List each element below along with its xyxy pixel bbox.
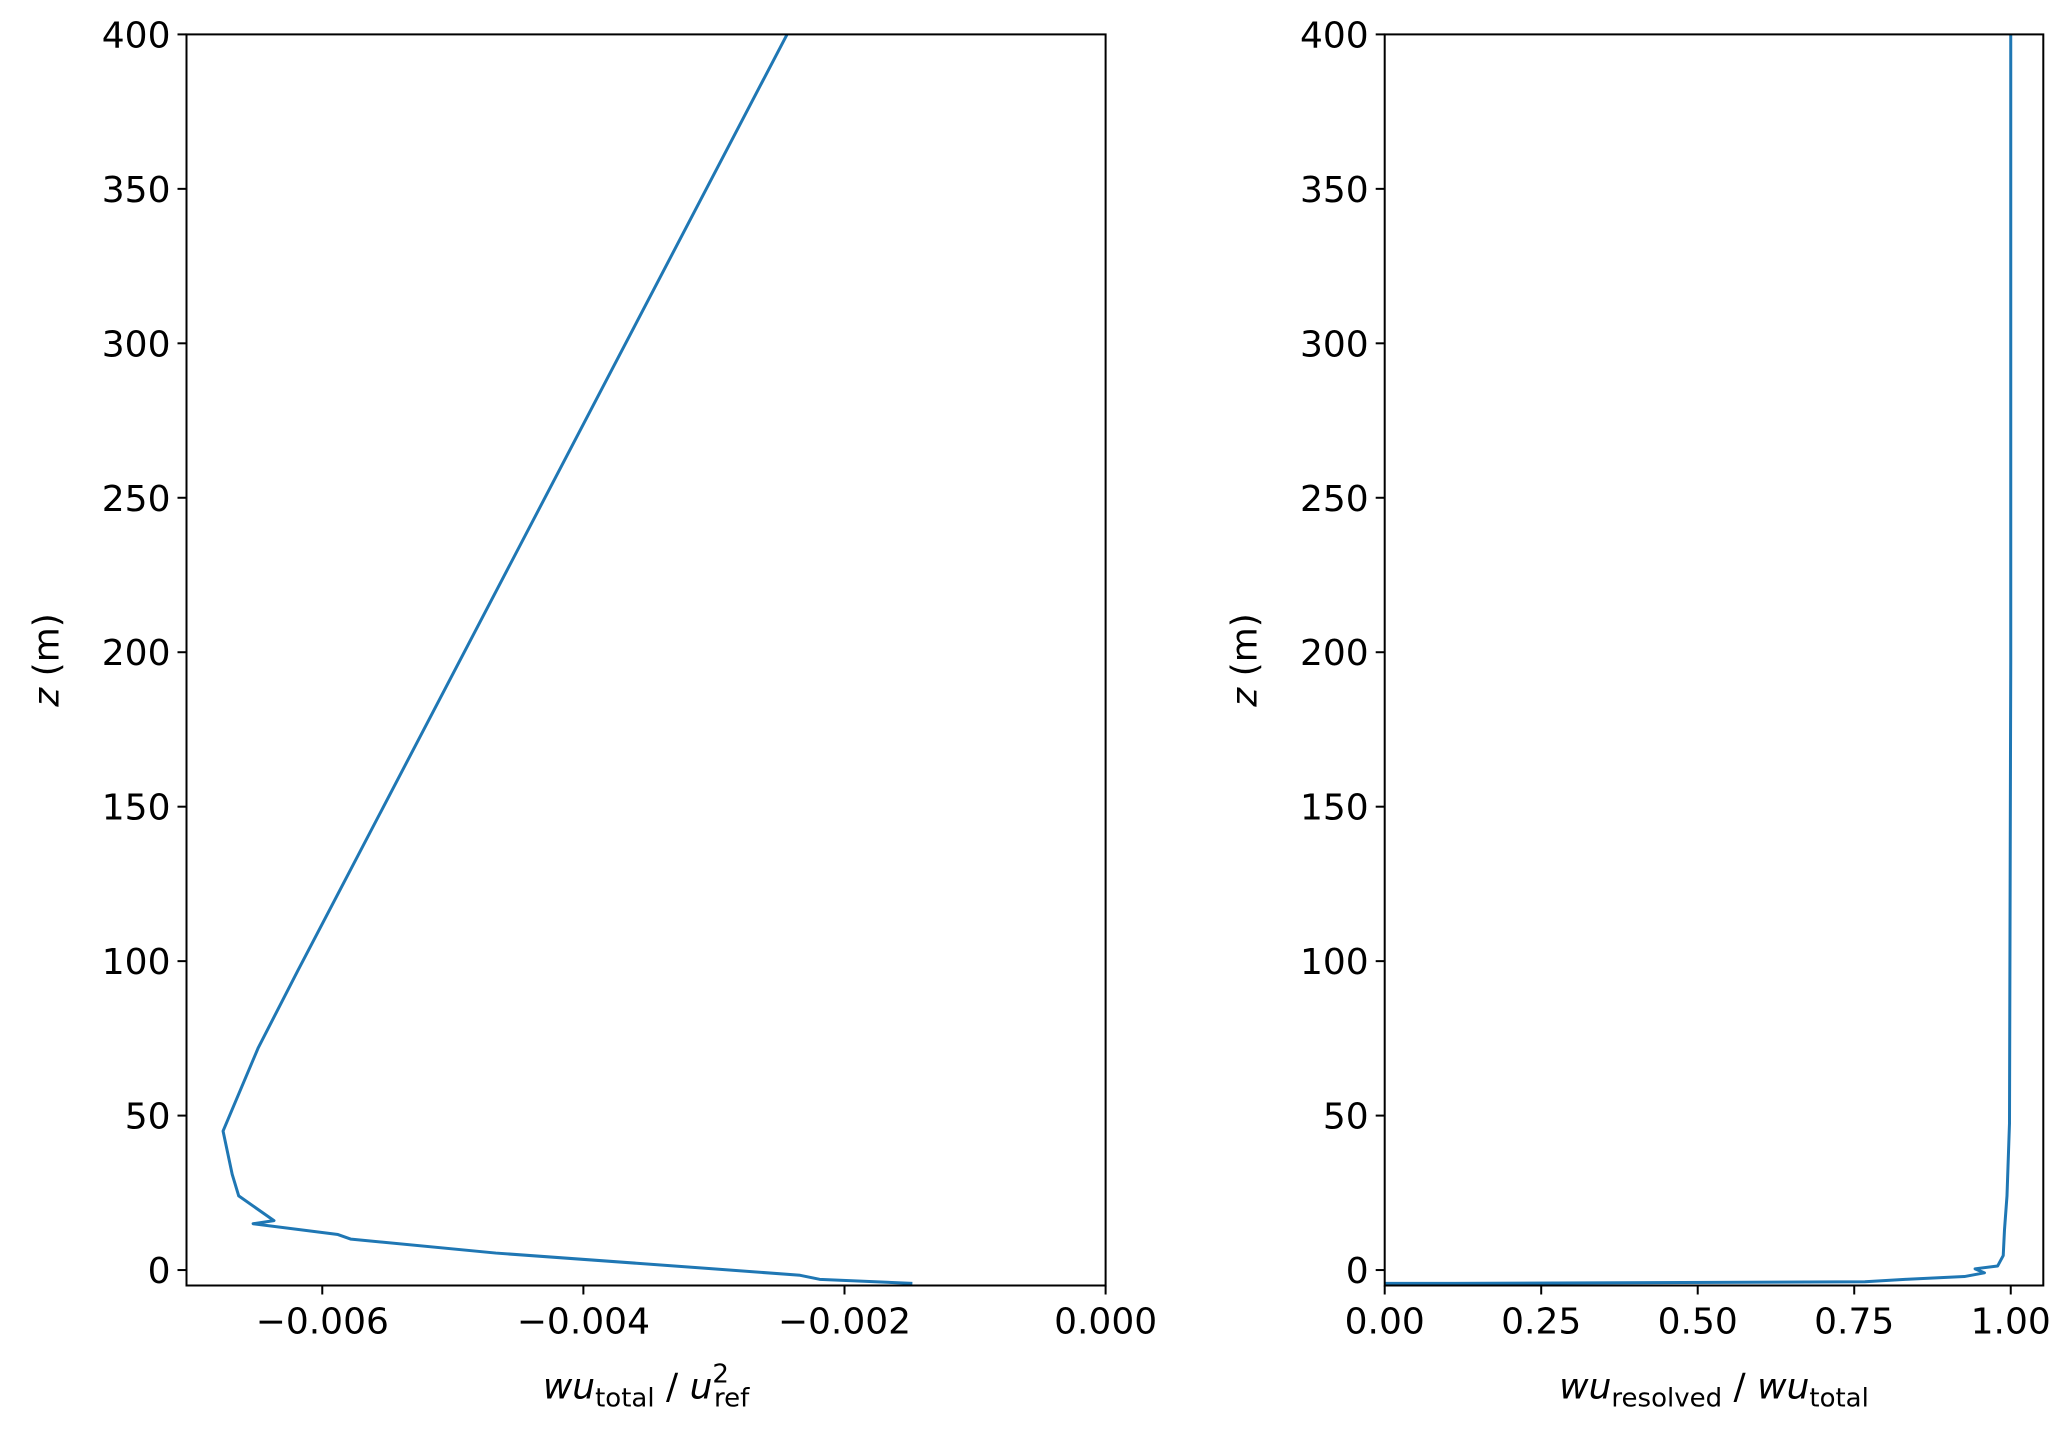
y-axis-label: z (m)	[27, 613, 68, 708]
label-sub: total	[595, 1384, 654, 1414]
label-part: z	[27, 687, 68, 708]
label-part: /	[655, 1367, 690, 1408]
data-line	[1384, 34, 2013, 1285]
y-tick-label: 300	[1300, 324, 1369, 365]
x-axis-label: wutotal / u2 ref	[543, 1360, 750, 1414]
x-tick-label: 0.50	[1658, 1302, 1738, 1343]
y-tick-label: 50	[125, 1097, 171, 1138]
label-part: (m)	[1225, 613, 1266, 688]
y-tick-label: 400	[1300, 15, 1369, 56]
label-part: u	[690, 1367, 713, 1408]
x-tick-label: −0.004	[517, 1302, 650, 1343]
x-tick-label: 0.00	[1345, 1302, 1425, 1343]
label-sup: 2	[712, 1360, 729, 1390]
x-tick-label: 0.75	[1814, 1302, 1894, 1343]
y-tick-label: 350	[102, 170, 171, 211]
label-sub: ref	[714, 1384, 750, 1414]
y-tick-label: 350	[1300, 170, 1369, 211]
label-part: (m)	[27, 613, 68, 688]
y-tick-label: 250	[1300, 479, 1369, 520]
y-tick-label: 0	[148, 1251, 171, 1292]
label-part: z	[1225, 687, 1266, 708]
y-tick-label: 200	[102, 633, 171, 674]
label-part: wu	[1559, 1367, 1611, 1408]
y-tick-label: 400	[102, 15, 171, 56]
axes-frame	[1383, 33, 2045, 1287]
y-tick-label: 150	[1300, 788, 1369, 829]
y-tick-label: 100	[102, 942, 171, 983]
label-part: /	[1722, 1367, 1757, 1408]
label-part: wu	[543, 1367, 595, 1408]
y-tick-label: 200	[1300, 633, 1369, 674]
label-sub: resolved	[1611, 1384, 1722, 1414]
y-tick-label: 0	[1346, 1251, 1369, 1292]
x-tick-label: 0.25	[1501, 1302, 1581, 1343]
label-sub: total	[1809, 1384, 1868, 1414]
y-tick-label: 50	[1323, 1097, 1369, 1138]
y-axis-label: z (m)	[1225, 613, 1266, 708]
data-line	[221, 33, 913, 1285]
y-tick-label: 250	[102, 479, 171, 520]
y-tick-label: 300	[102, 324, 171, 365]
x-axis-label: wuresolved / wutotal	[1559, 1367, 1869, 1414]
x-tick-label: 1.00	[1971, 1302, 2051, 1343]
x-tick-label: −0.006	[256, 1302, 389, 1343]
x-tick-label: 0.000	[1054, 1302, 1157, 1343]
y-tick-label: 150	[102, 788, 171, 829]
axes-frame	[185, 33, 1107, 1287]
label-part: wu	[1757, 1367, 1809, 1408]
x-tick-label: −0.002	[778, 1302, 911, 1343]
y-tick-label: 100	[1300, 942, 1369, 983]
